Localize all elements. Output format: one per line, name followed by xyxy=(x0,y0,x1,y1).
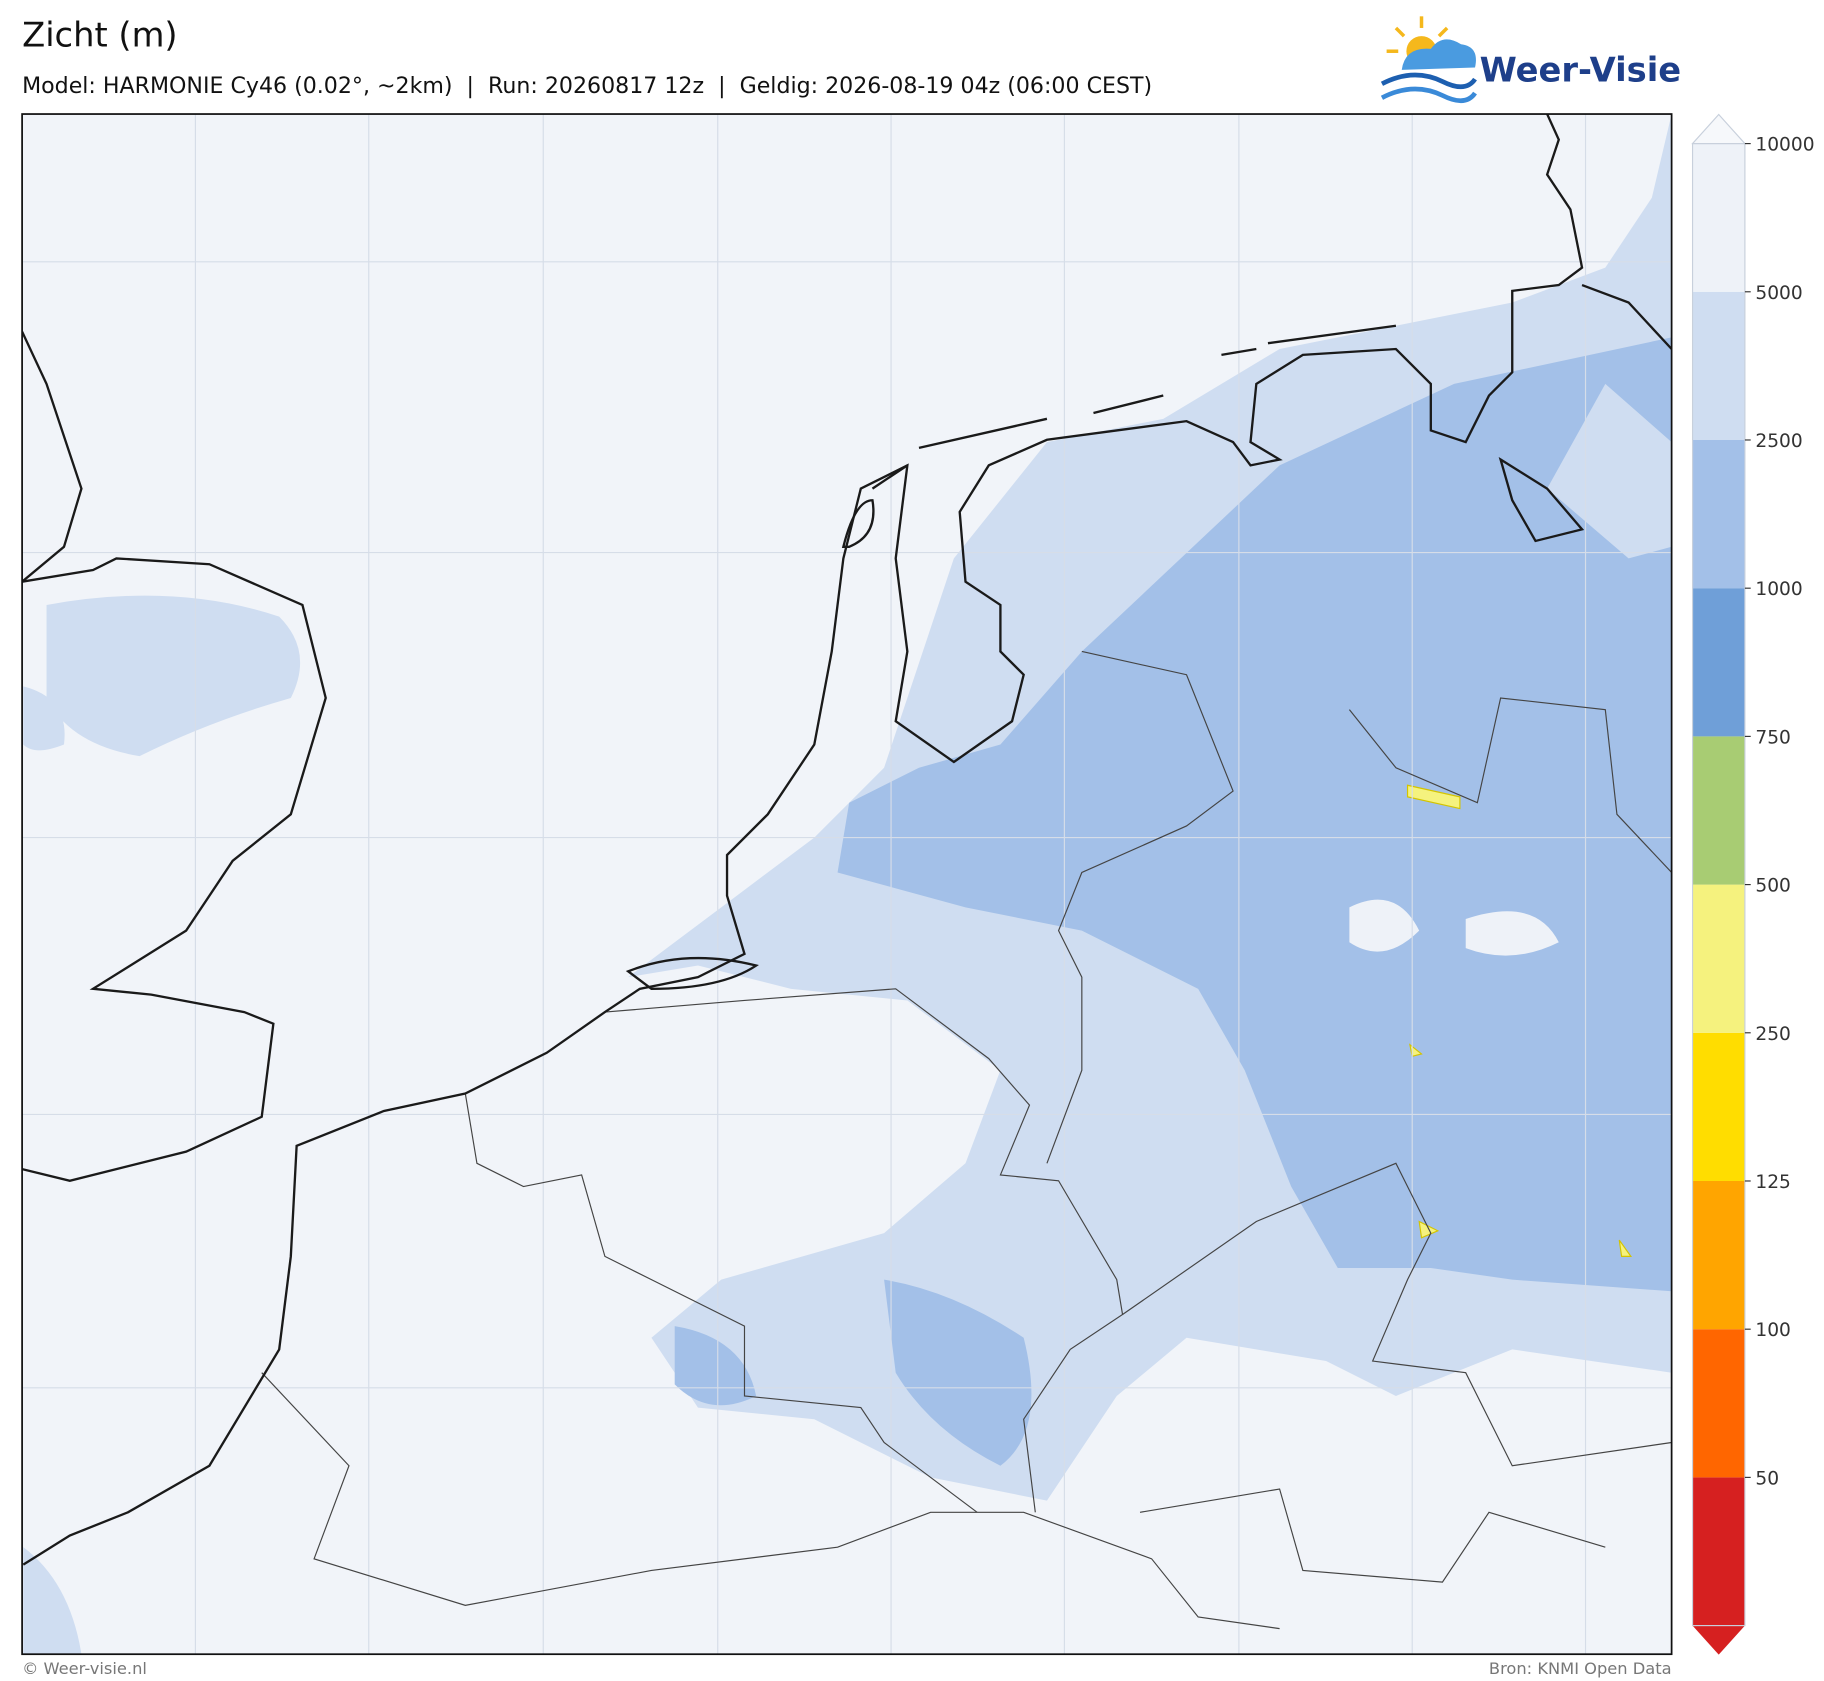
colorbar-tick-label: 50 xyxy=(1755,1468,1779,1489)
colorbar-extend-max xyxy=(1691,113,1747,145)
colorbar-tick-label: 1000 xyxy=(1755,579,1802,600)
colorbar: 50 100 125 250 500 750 1000 2500 5000 10000 xyxy=(1691,113,1815,1655)
colorbar-segment xyxy=(1692,291,1745,440)
visibility-2500-5000 xyxy=(23,595,301,1655)
visibility-1000-2500 xyxy=(837,337,1672,1292)
colorbar-segment xyxy=(1692,1477,1745,1626)
logo-rays xyxy=(1386,16,1449,53)
subtitle: Model: HARMONIE Cy46 (0.02°, ~2km) | Run… xyxy=(22,73,1152,99)
coastlines xyxy=(22,114,1672,1566)
colorbar-tick-label: 125 xyxy=(1755,1172,1791,1193)
logo-cloud xyxy=(1401,39,1476,70)
footer-credit: © Weer-visie.nl xyxy=(22,1659,147,1678)
visibility-5000-10000 xyxy=(1349,899,1559,956)
map-layer xyxy=(22,114,1672,1655)
colorbar-segment xyxy=(1692,1180,1745,1330)
colorbar-tick-label: 2500 xyxy=(1755,431,1802,452)
footer-source: Bron: KNMI Open Data xyxy=(1489,1659,1672,1678)
colorbar-tick-label: 250 xyxy=(1755,1024,1791,1045)
colorbar-segment xyxy=(1692,143,1745,292)
colorbar-tick-label: 10000 xyxy=(1755,135,1814,156)
colorbar-extend-min xyxy=(1692,1625,1745,1655)
colorbar-tick-label: 5000 xyxy=(1755,283,1802,304)
colorbar-segment xyxy=(1692,736,1745,885)
logo-wave xyxy=(1380,72,1477,90)
borders xyxy=(261,650,1672,1630)
title: Zicht (m) xyxy=(22,16,177,55)
visibility-1000-2500 xyxy=(674,1279,1032,1466)
colorbar-segment xyxy=(1692,884,1745,1033)
colorbar-segment xyxy=(1692,1329,1745,1478)
colorbar-tick-label: 100 xyxy=(1755,1320,1791,1341)
colorbar-segment xyxy=(1692,439,1745,589)
logo: Weer-Visie xyxy=(1380,16,1681,103)
colorbar-tick-label: 750 xyxy=(1755,727,1791,748)
colorbar-segment xyxy=(1692,1032,1745,1181)
colorbar-tick-label: 500 xyxy=(1755,876,1791,897)
logo-text: Weer-Visie xyxy=(1480,50,1681,89)
visibility-2500-5000 xyxy=(1547,383,1672,559)
colorbar-segment xyxy=(1692,588,1745,737)
logo-wave xyxy=(1380,86,1477,103)
map-frame xyxy=(21,113,1673,1656)
graticule xyxy=(22,114,1672,1655)
